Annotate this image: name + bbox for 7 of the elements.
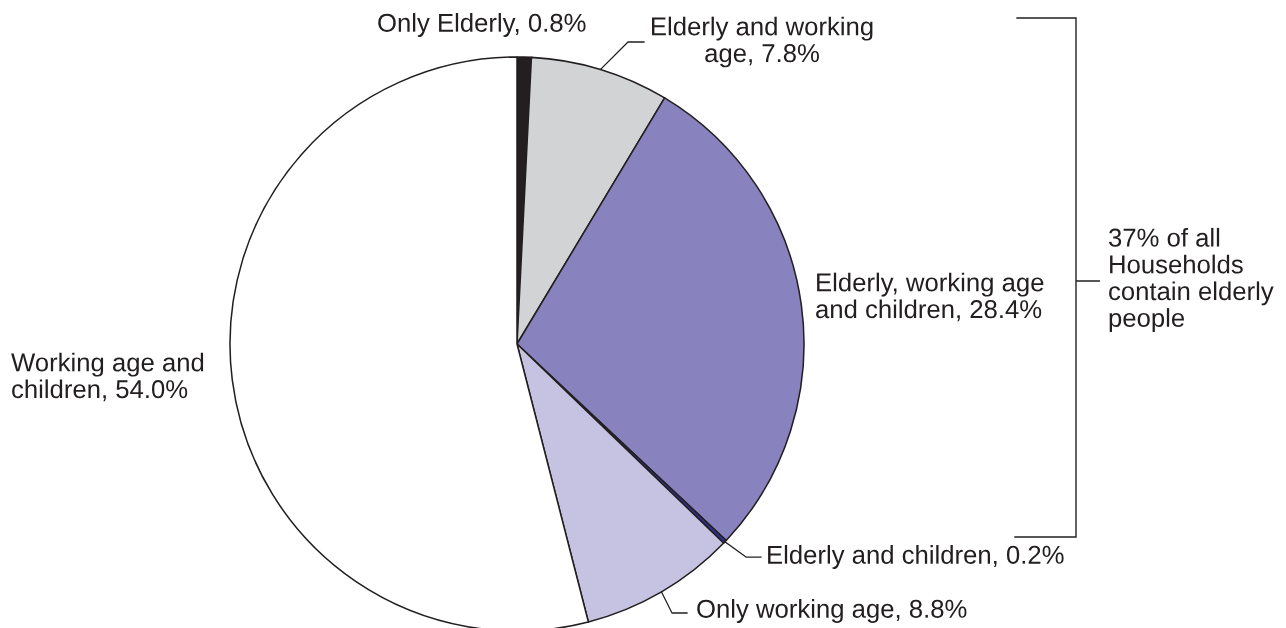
text: 37% of all Households contain elderly people (1108, 227, 1274, 333)
slice-label: Only working age, 8.8% (697, 599, 967, 623)
slice-label: Working age and children, 54.0% (11, 352, 204, 402)
slice-label: Elderly and working age, 7.8% (652, 16, 873, 68)
slice-label: Elderly, working age and children, 28.4% (816, 272, 1044, 322)
slice-label: Only Elderly, 0.8% (378, 13, 586, 37)
slice-label: Elderly and children, 0.2% (768, 545, 1064, 569)
